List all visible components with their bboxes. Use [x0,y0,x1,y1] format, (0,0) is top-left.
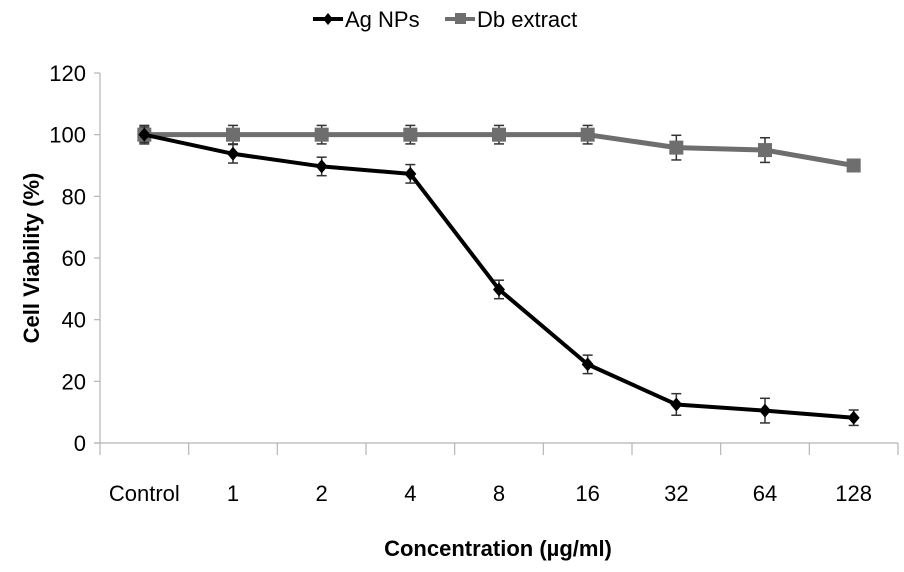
marker-square [669,140,684,155]
marker-diamond [581,357,594,372]
legend-item-ag-nps: Ag NPs [313,7,420,32]
marker-square [492,127,506,142]
marker-square [758,143,772,158]
y-tick-label: 40 [62,308,86,333]
marker-square [403,127,418,142]
legend: Ag NPs Db extract [313,7,577,32]
y-axis-title: Cell Viability (%) [19,173,44,344]
x-tick-label: 32 [664,481,688,506]
x-tick-label: 4 [404,481,416,506]
x-tick-label: 64 [753,481,777,506]
y-tick-label: 60 [62,246,86,271]
y-tick-label: 0 [74,431,86,456]
legend-label: Db extract [477,7,577,32]
marker-diamond [138,127,151,142]
y-tick-label: 80 [62,184,86,209]
legend-marker-diamond [323,13,333,25]
marker-square [580,127,595,142]
legend-item-db-extract: Db extract [445,7,577,32]
marker-diamond [847,410,860,425]
marker-diamond [315,159,328,174]
series-layer [137,124,861,427]
x-tick-label: 8 [493,481,505,506]
x-axis-title: Concentration (µg/ml) [384,536,612,561]
y-tick-label: 120 [49,61,86,86]
x-tick-label: 128 [835,481,872,506]
y-tick-label: 20 [62,369,86,394]
marker-diamond [493,282,505,297]
marker-square [226,127,240,142]
x-tick-label: Control [109,481,180,506]
marker-diamond [227,146,239,161]
series-ag-nps [138,126,860,427]
marker-square [846,158,861,173]
legend-marker-square [455,13,466,24]
series-line [143,132,854,420]
marker-diamond [404,166,417,181]
legend-label: Ag NPs [345,7,420,32]
x-tick-label: 16 [575,481,599,506]
marker-square [314,127,329,142]
series-db-extract [137,124,861,173]
x-tick-label: 1 [227,481,239,506]
marker-diamond [759,403,771,418]
marker-diamond [670,397,683,412]
axes: 0 20 40 60 80 100 120 Control 1 2 4 8 16 32 64 128 [49,61,899,506]
y-tick-label: 100 [49,123,86,148]
x-tick-label: 2 [316,481,328,506]
